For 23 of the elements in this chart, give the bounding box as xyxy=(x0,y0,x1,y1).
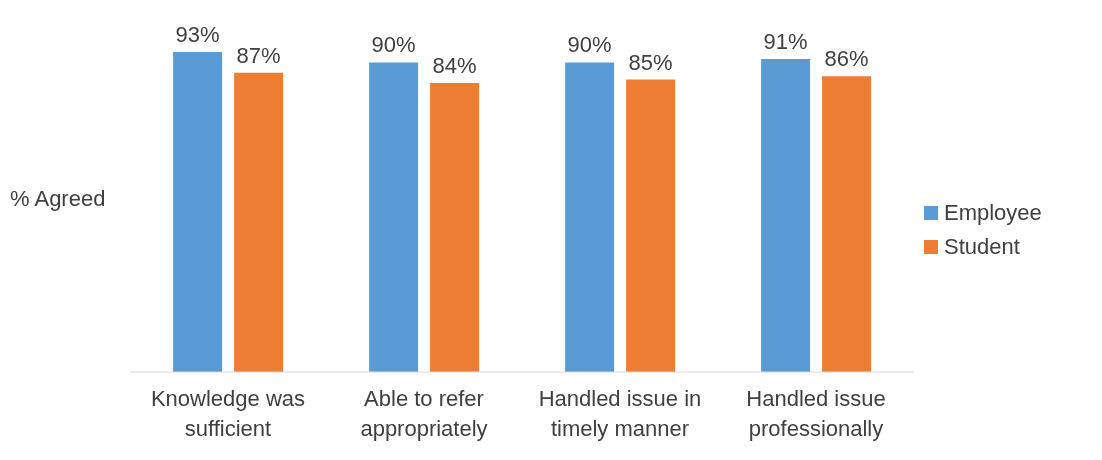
x-tick-label: Handled issue professionally xyxy=(746,386,886,441)
data-label: 86% xyxy=(824,46,869,72)
y-axis-title: % Agreed xyxy=(10,186,106,212)
bar xyxy=(369,62,419,372)
bar xyxy=(626,79,676,372)
bar xyxy=(234,72,284,372)
data-label: 84% xyxy=(432,53,477,79)
data-label: 91% xyxy=(763,28,808,54)
bar xyxy=(173,52,223,372)
bar xyxy=(822,76,872,372)
bar xyxy=(430,83,480,372)
legend-label: Student xyxy=(944,234,1020,260)
data-label: 90% xyxy=(567,32,612,58)
data-label: 85% xyxy=(628,49,673,75)
x-tick-label: Handled issue in timely manner xyxy=(538,386,702,441)
x-tick-label: Able to refer appropriately xyxy=(360,386,488,441)
data-label: 87% xyxy=(236,42,281,68)
bar xyxy=(565,62,615,372)
data-label: 93% xyxy=(175,22,220,48)
x-tick-label: Knowledge was sufficient xyxy=(150,386,306,441)
bar xyxy=(761,58,811,372)
data-label: 90% xyxy=(371,32,416,58)
legend-label: Employee xyxy=(944,200,1042,226)
